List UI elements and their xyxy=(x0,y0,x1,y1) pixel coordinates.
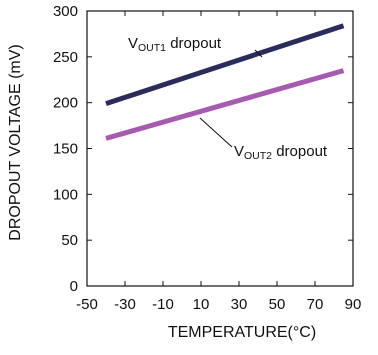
annotation-vout2: VOUT2 dropout xyxy=(234,143,328,162)
axes: -50 -30 -10 10 30 50 70 90 0 50 100 150 200 250 300 xyxy=(53,3,361,313)
annotation-leader-vout2 xyxy=(199,117,233,148)
annotation-vout1: VOUT1 dropout xyxy=(128,35,222,54)
series-line-vout1 xyxy=(105,23,345,106)
y-tick-label: 300 xyxy=(53,3,78,20)
y-axis-label: DROPOUT VOLTAGE (mV) xyxy=(7,44,24,240)
series-line-vout2 xyxy=(105,68,345,141)
y-tick-label: 200 xyxy=(53,95,78,112)
x-axis-label: TEMPERATURE(°C) xyxy=(168,324,316,341)
x-tick-label: 50 xyxy=(269,296,286,313)
x-tick-label: 70 xyxy=(307,296,324,313)
series-lines xyxy=(105,23,345,141)
y-tick-label: 150 xyxy=(53,141,78,158)
y-tick-label: 0 xyxy=(70,278,78,295)
x-tick-label: -50 xyxy=(76,296,98,313)
x-tick-label: -10 xyxy=(152,296,174,313)
x-tick-label: 90 xyxy=(345,296,362,313)
x-tick-label: 30 xyxy=(231,296,248,313)
x-tick-label: 10 xyxy=(193,296,210,313)
annotation-leader-vout1 xyxy=(254,49,263,58)
annotations: VOUT1 dropout VOUT2 dropout xyxy=(128,35,328,162)
y-tick-label: 100 xyxy=(53,186,78,203)
x-tick-label: -30 xyxy=(114,296,136,313)
y-tick-label: 50 xyxy=(61,232,78,249)
y-tick-label: 250 xyxy=(53,49,78,66)
